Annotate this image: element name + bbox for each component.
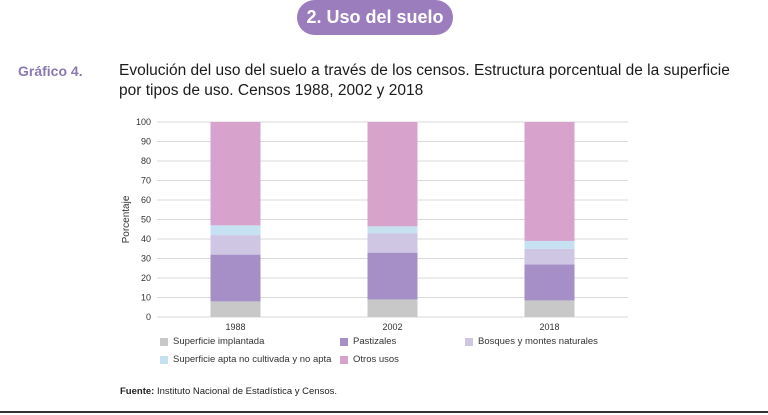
legend-item: Bosques y montes naturales <box>465 336 598 347</box>
bar-segment <box>367 252 418 300</box>
source-note: Fuente: Instituto Nacional de Estadístic… <box>120 386 337 397</box>
legend-item: Otros usos <box>340 354 399 365</box>
bar-segment <box>210 235 261 255</box>
legend-swatch <box>340 355 348 364</box>
y-tick-label: 40 <box>141 234 151 244</box>
source-prefix: Fuente: <box>120 386 155 397</box>
y-tick-label: 10 <box>141 293 151 303</box>
x-tick-label: 1988 <box>225 322 245 332</box>
bar-segment <box>367 122 418 227</box>
y-tick-label: 30 <box>141 254 151 264</box>
bar-segment <box>367 299 418 317</box>
legend-item: Pastizales <box>340 336 396 347</box>
bar-segment <box>524 122 575 241</box>
legend-swatch <box>340 337 348 346</box>
legend-item: Superficie implantada <box>160 336 264 347</box>
bar-segment <box>210 225 261 236</box>
y-tick-label: 70 <box>141 176 151 186</box>
bar-segment <box>524 248 575 265</box>
legend-label: Bosques y montes naturales <box>478 336 598 347</box>
y-tick-label: 90 <box>141 137 151 147</box>
bar-segment <box>367 226 418 234</box>
y-tick-label: 60 <box>141 195 151 205</box>
bar-segment <box>210 254 261 302</box>
legend-swatch <box>160 337 168 346</box>
legend-swatch <box>160 355 168 364</box>
bar-segment <box>367 233 418 253</box>
bar-segment <box>524 264 575 301</box>
stacked-bar-chart: 0 10 20 30 40 50 60 70 80 90 100 Porcentaje 1988 2002… <box>121 117 628 332</box>
legend-label: Superficie apta no cultivada y no apta <box>173 354 332 365</box>
x-tick-label: 2018 <box>539 322 559 332</box>
y-tick-label: 0 <box>146 312 151 322</box>
legend-item: Superficie apta no cultivada y no apta <box>160 354 331 365</box>
y-tick-label: 80 <box>141 156 151 166</box>
legend-swatch <box>465 337 473 346</box>
legend-label: Pastizales <box>353 336 397 347</box>
x-tick-label: 2002 <box>382 322 402 332</box>
legend-label: Otros usos <box>353 354 399 365</box>
y-tick-label: 50 <box>141 215 151 225</box>
bar-segment <box>524 240 575 249</box>
section-title: 2. Uso del suelo <box>306 7 444 27</box>
section-title-pill: 2. Uso del suelo <box>297 0 453 35</box>
bar-segment <box>524 300 575 317</box>
figure-title: Evolución del uso del suelo a través de … <box>119 62 730 99</box>
source-text: Instituto Nacional de Estadística y Cens… <box>156 386 338 397</box>
bar-segment <box>210 122 261 226</box>
bar-segment <box>210 301 261 317</box>
y-tick-label: 20 <box>141 273 151 283</box>
bottom-divider <box>0 411 768 413</box>
legend-label: Superficie implantada <box>173 336 265 347</box>
figure-label: Gráfico 4. <box>18 63 83 79</box>
y-tick-label: 100 <box>136 117 151 127</box>
y-axis-title: Porcentaje <box>121 195 132 243</box>
